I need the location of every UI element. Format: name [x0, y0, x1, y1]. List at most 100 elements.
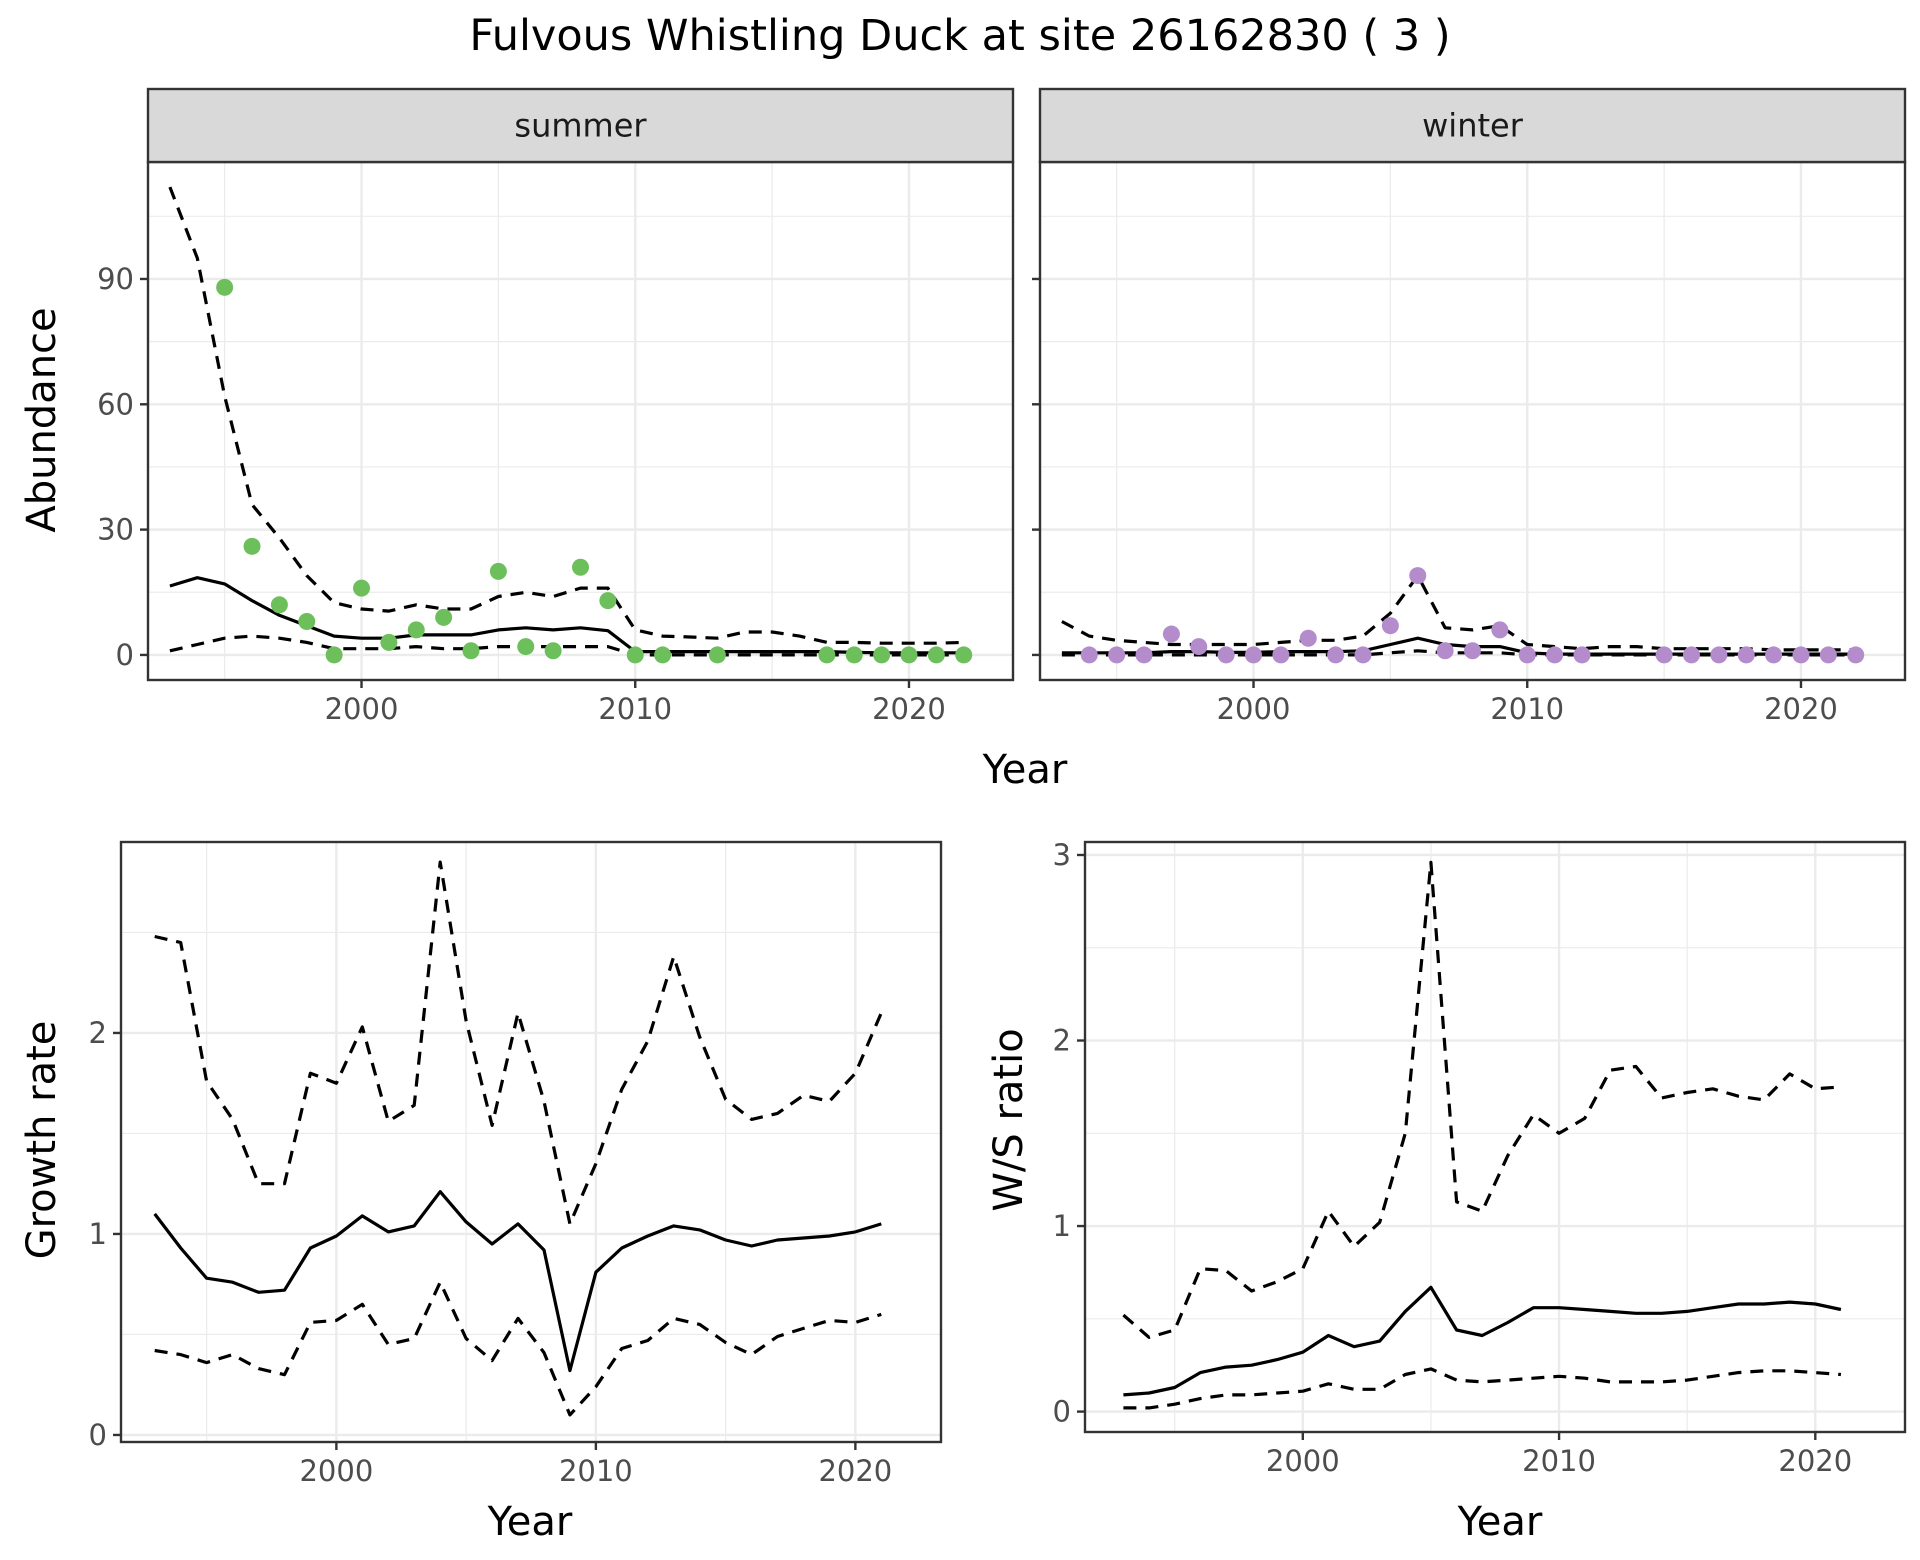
- winter-observed-point: [1436, 642, 1454, 660]
- winter-observed-point: [1108, 646, 1126, 664]
- summer-observed-point: [599, 592, 617, 610]
- growth-plot-background: [121, 842, 941, 1442]
- growth-y-tick-label: 2: [89, 1016, 107, 1050]
- winter-observed-point: [1217, 646, 1235, 664]
- winter-strip-label: winter: [1422, 107, 1524, 145]
- summer-observed-point: [955, 646, 973, 664]
- summer-observed-point: [462, 642, 480, 660]
- ratio-lower-ci-line: [1123, 1367, 1842, 1410]
- growth-x-tick-label: 2010: [559, 1454, 633, 1488]
- growth-y-axis-title: Growth rate: [19, 1021, 65, 1260]
- winter-observed-point: [1518, 646, 1536, 664]
- winter-observed-point: [1354, 646, 1372, 664]
- summer-x-tick-label: 2000: [325, 692, 399, 726]
- winter-observed-point: [1710, 646, 1728, 664]
- growth-panel-border: [119, 840, 943, 1444]
- winter-observed-point: [1546, 646, 1564, 664]
- winter-observed-point: [1765, 646, 1783, 664]
- growth-lower-ci-line: [154, 1280, 882, 1417]
- winter-x-tick-label: 2020: [1764, 692, 1838, 726]
- winter-data-layer: [1061, 567, 1865, 664]
- growth-y-tick-label: 1: [89, 1217, 107, 1251]
- summer-observed-point: [708, 646, 726, 664]
- abundance-x-axis-title: Year: [982, 747, 1068, 793]
- ratio-y-axis-title: W/S ratio: [986, 1028, 1032, 1211]
- winter-observed-point: [1381, 617, 1399, 635]
- summer-observed-point: [517, 638, 535, 656]
- summer-plot-background: [148, 162, 1013, 680]
- ratio-y-tick-label: 2: [1053, 1024, 1071, 1058]
- summer-y-tick-label: 0: [116, 638, 134, 672]
- summer-observed-point: [900, 646, 918, 664]
- summer-observed-point: [353, 579, 371, 597]
- winter-observed-point: [1464, 642, 1481, 660]
- summer-observed-point: [818, 646, 836, 664]
- summer-observed-point: [654, 646, 672, 664]
- winter-x-tick-label: 2000: [1217, 692, 1291, 726]
- growth-x-tick-label: 2020: [818, 1454, 892, 1488]
- summer-observed-point: [407, 621, 425, 639]
- ratio-y-tick-label: 1: [1053, 1209, 1071, 1243]
- ratio-x-tick-label: 2020: [1778, 1444, 1852, 1478]
- ratio-y-tick-label: 3: [1053, 838, 1071, 872]
- winter-plot-background: [1040, 162, 1905, 680]
- winter-observed-point: [1190, 638, 1208, 656]
- summer-y-tick-label: 90: [97, 262, 134, 296]
- growth-x-axis-title: Year: [487, 1499, 573, 1545]
- winter-observed-point: [1682, 646, 1700, 664]
- ratio-panel-border: [1083, 840, 1907, 1434]
- summer-observed-point: [216, 278, 234, 296]
- winter-observed-point: [1245, 646, 1263, 664]
- winter-observed-point: [1135, 646, 1153, 664]
- summer-y-tick-label: 60: [97, 387, 134, 421]
- growth-x-tick-label: 2000: [299, 1454, 373, 1488]
- summer-observed-point: [544, 642, 562, 660]
- summer-observed-point: [435, 608, 453, 626]
- ratio-x-tick-label: 2000: [1266, 1444, 1340, 1478]
- summer-data-layer: [168, 186, 973, 664]
- ratio-plot-background: [1085, 842, 1905, 1432]
- summer-observed-point: [845, 646, 863, 664]
- winter-observed-point: [1491, 621, 1509, 639]
- winter-observed-point: [1737, 646, 1755, 664]
- winter-observed-point: [1792, 646, 1810, 664]
- ratio-estimate-line: [1123, 1285, 1842, 1397]
- winter-observed-point: [1847, 646, 1865, 664]
- ratio-data-layer: [1122, 860, 1842, 1410]
- summer-y-tick-label: 30: [97, 513, 134, 547]
- winter-observed-point: [1409, 567, 1427, 585]
- abundance-y-axis-title: Abundance: [19, 307, 65, 532]
- winter-observed-point: [1655, 646, 1673, 664]
- growth-data-layer: [153, 860, 883, 1417]
- summer-x-tick-label: 2010: [598, 692, 672, 726]
- summer-observed-point: [298, 613, 316, 631]
- summer-panel: summer 2000 2010 2020 0 30 60 90: [97, 87, 1015, 726]
- summer-observed-point: [927, 646, 945, 664]
- summer-observed-point: [243, 537, 261, 555]
- winter-observed-point: [1162, 625, 1180, 643]
- growth-estimate-line: [153, 1190, 882, 1373]
- summer-observed-point: [489, 562, 507, 580]
- summer-observed-point: [572, 558, 589, 576]
- ratio-x-tick-label: 2010: [1522, 1444, 1596, 1478]
- summer-observed-point: [325, 646, 343, 664]
- ratio-y-tick-label: 0: [1053, 1395, 1071, 1429]
- figure-title: Fulvous Whistling Duck at site 26162830 …: [469, 11, 1450, 61]
- growth-upper-ci-line: [154, 860, 883, 1226]
- summer-x-tick-label: 2020: [872, 692, 946, 726]
- winter-x-tick-label: 2010: [1490, 692, 1564, 726]
- summer-observed-point: [626, 646, 644, 664]
- growth-y-tick-label: 0: [89, 1418, 107, 1452]
- winter-observed-point: [1299, 629, 1317, 647]
- winter-observed-point: [1327, 646, 1345, 664]
- winter-panel: winter 2000 2010 2020: [1032, 87, 1907, 726]
- winter-strip: [1038, 87, 1907, 164]
- summer-strip: [146, 87, 1015, 164]
- summer-observed-point: [270, 596, 288, 614]
- summer-observed-point: [380, 633, 398, 651]
- summer-strip-label: summer: [514, 107, 647, 145]
- ratio-x-axis-title: Year: [1457, 1499, 1543, 1545]
- ws-ratio-panel: 2000 2010 2020 0 1 2 3: [1053, 838, 1907, 1478]
- winter-observed-point: [1819, 646, 1837, 664]
